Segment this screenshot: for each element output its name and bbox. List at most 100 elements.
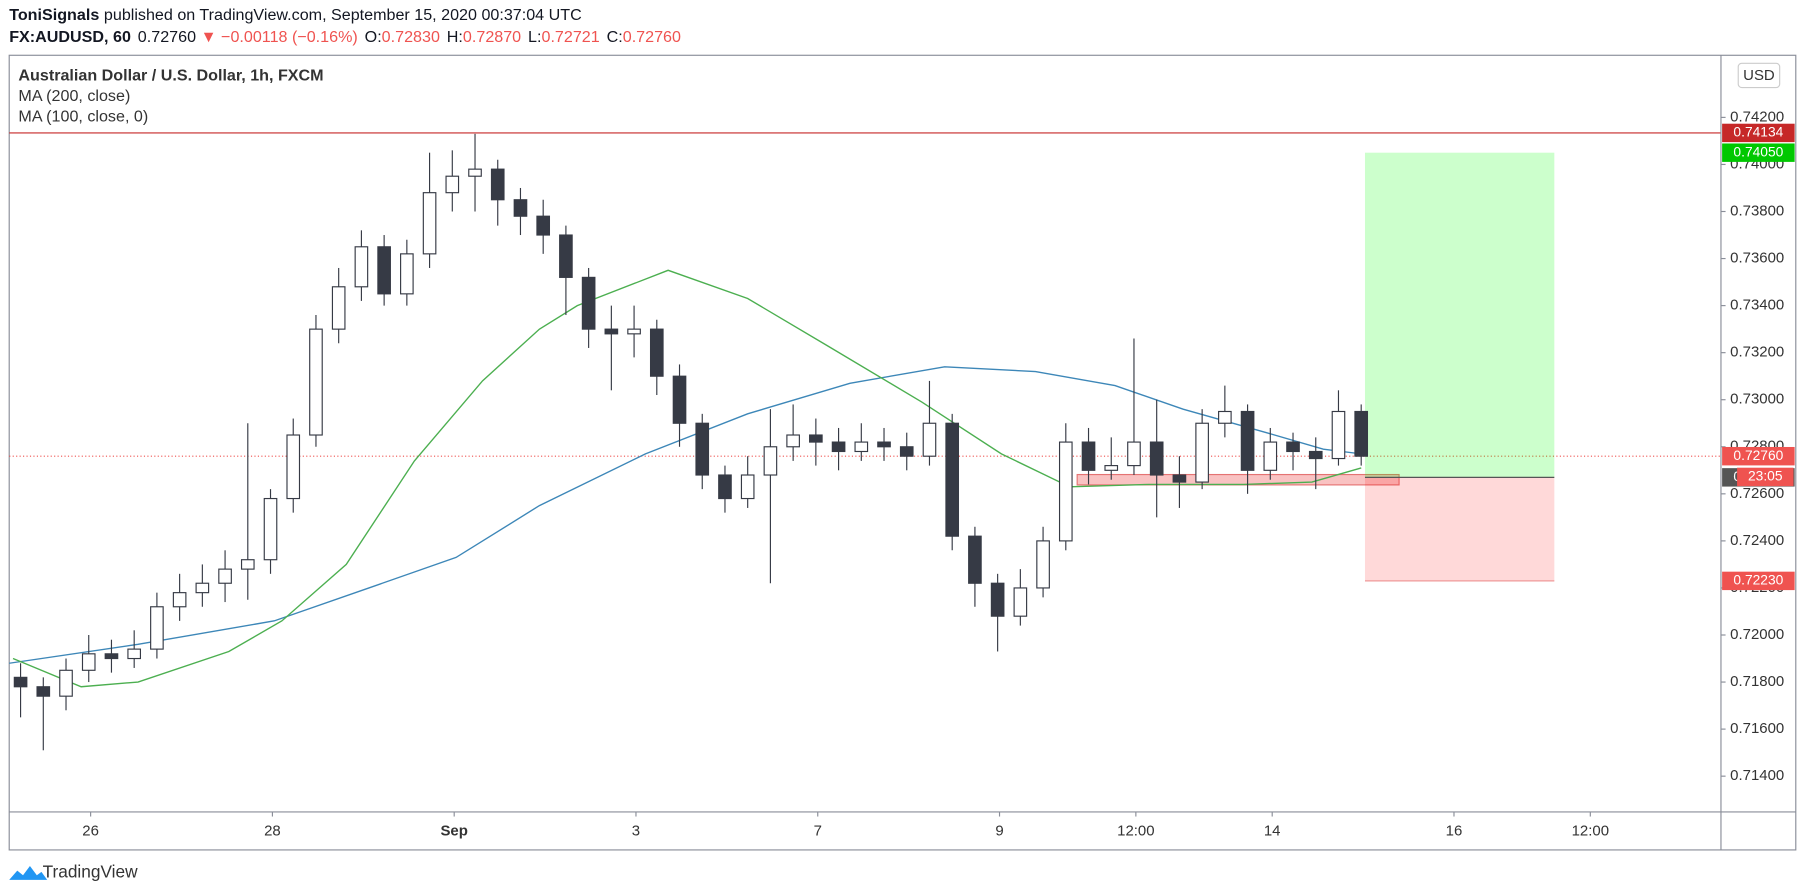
candle-body [195, 582, 210, 594]
ohlc-label: H: [447, 28, 463, 46]
candle-body [831, 441, 846, 453]
legend-entry: MA (200, close) [18, 87, 130, 105]
chart-title: Australian Dollar / U.S. Dollar, 1h, FXC… [18, 66, 323, 84]
candle-body [240, 559, 255, 570]
candle-body [1263, 441, 1278, 471]
y-tick-label: 0.71800 [1730, 673, 1784, 690]
candle-body [536, 215, 551, 236]
x-tick-label: 7 [814, 822, 822, 839]
x-tick-label: Sep [440, 822, 467, 839]
ohlc-value: 0.72870 [463, 28, 521, 46]
y-tick-label: 0.73400 [1730, 297, 1784, 314]
x-tick-label: 9 [995, 822, 1003, 839]
candle-body [127, 648, 142, 660]
candle-body [854, 441, 869, 453]
ohlc-label: C: [607, 28, 623, 46]
currency[interactable]: USD [1743, 67, 1775, 84]
candle-body [286, 434, 301, 500]
candle-body [1172, 474, 1187, 483]
candle-body [1104, 465, 1119, 471]
candle-body [13, 676, 28, 688]
ohlc-label: L: [528, 28, 541, 46]
candle-body [1127, 441, 1141, 467]
x-tick-label: 26 [82, 822, 99, 839]
y-tick-label: 0.73600 [1730, 250, 1784, 267]
candle-body [1218, 410, 1232, 424]
brand: TradingView [43, 862, 139, 882]
candle-body [377, 246, 391, 295]
candle-body [899, 446, 914, 457]
candle-body [400, 253, 414, 295]
price-label-bg [1722, 446, 1795, 466]
countdown-bg [1737, 467, 1794, 487]
candle-body [1354, 410, 1369, 457]
candle-body [922, 422, 937, 457]
candle-body [649, 328, 664, 377]
y-tick-label: 0.71600 [1730, 720, 1784, 737]
candle-body [990, 582, 1005, 617]
x-tick-label: 16 [1446, 822, 1463, 839]
candle-body [718, 474, 732, 500]
candle-body [1308, 450, 1323, 460]
target-zone [1364, 152, 1555, 478]
candle-body [172, 592, 187, 608]
candle-body [559, 234, 573, 278]
candle-body [1331, 410, 1346, 460]
price-label-bg [1722, 143, 1795, 162]
x-tick-label: 28 [264, 822, 281, 839]
price-label: 0.72230 [1733, 572, 1783, 588]
y-tick-label: 0.72000 [1730, 626, 1784, 643]
moving-average [12, 269, 1362, 688]
candle-body [1149, 441, 1164, 476]
last-price: 0.72760 [138, 28, 196, 46]
symbol-line: FX:AUDUSD, 60 0.72760 ▼ −0.00118 (−0.16%) O… [9, 28, 681, 46]
candle-body [786, 434, 800, 448]
candle-body [36, 686, 51, 697]
candle-body [1058, 441, 1073, 542]
ohlc-value: 0.72760 [623, 28, 681, 46]
ticker: FX:AUDUSD, 60 [9, 28, 131, 46]
candle-body [309, 328, 323, 436]
x-tick-label: 12:00 [1117, 822, 1154, 839]
candle-body [513, 199, 528, 217]
y-tick-label: 0.73000 [1730, 391, 1784, 408]
candle-body [150, 606, 164, 650]
candle-body [1081, 441, 1096, 471]
candle-body [59, 669, 73, 697]
candle-body [877, 441, 891, 448]
candle-body [1286, 441, 1300, 453]
candle-body [604, 328, 619, 335]
price-label: 0.72760 [1733, 447, 1783, 463]
candle-body [968, 535, 982, 584]
candle-body [672, 375, 687, 424]
candle-body [945, 422, 960, 537]
stop-zone [1364, 477, 1555, 581]
candle-body [1036, 540, 1050, 589]
candle-body [1013, 587, 1028, 617]
candle-body [218, 568, 232, 584]
plot-area: 0.742000.740000.738000.736000.734000.732… [9, 108, 1795, 839]
candle-body [695, 422, 710, 476]
countdown: 23:05 [1748, 468, 1783, 484]
y-tick-label: 0.72400 [1730, 532, 1784, 549]
change: ▼ −0.00118 (−0.16%) [201, 28, 358, 46]
price-label-bg [1722, 571, 1795, 591]
price-label: 0.74134 [1733, 124, 1783, 140]
x-tick-label: 3 [632, 822, 640, 839]
candle-body [354, 246, 369, 288]
price-label-bg [1722, 123, 1795, 143]
x-tick-label: 12:00 [1572, 822, 1609, 839]
candle-body [445, 175, 460, 194]
header-line: ToniSignals published on TradingView.com,… [9, 6, 582, 24]
candle-body [809, 434, 823, 443]
brand-logo [9, 866, 48, 880]
y-tick-label: 0.72600 [1730, 485, 1784, 502]
candle-body [1195, 422, 1209, 483]
ohlc-value: 0.72721 [541, 28, 599, 46]
candle-body [763, 446, 778, 476]
candle-body [331, 286, 346, 330]
currency-button[interactable] [1737, 62, 1781, 89]
author: ToniSignals [9, 6, 99, 24]
